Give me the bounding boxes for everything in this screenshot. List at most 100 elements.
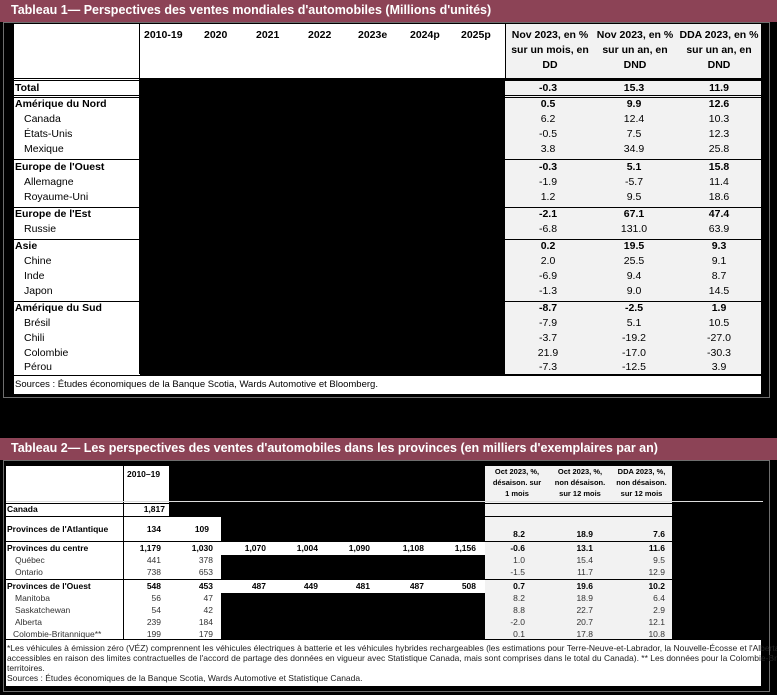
value: 378 bbox=[198, 555, 213, 565]
value: 20.7 bbox=[576, 617, 593, 627]
table1-title-bar: Tableau 1— Perspectives des ventes mondi… bbox=[0, 0, 777, 22]
value: 2.0 bbox=[540, 255, 556, 267]
row-label-atlantique: Provinces de l'Atlantique bbox=[7, 524, 109, 534]
value: 47.4 bbox=[708, 208, 730, 220]
value: -1.9 bbox=[538, 176, 558, 188]
value: 25.8 bbox=[708, 143, 730, 155]
value: 1.9 bbox=[711, 302, 727, 314]
value: 487 bbox=[251, 581, 266, 591]
group-label: Amérique du Nord bbox=[15, 98, 107, 110]
value: 56 bbox=[151, 593, 161, 603]
value: 12.6 bbox=[708, 98, 730, 110]
country-label: Royaume-Uni bbox=[24, 191, 89, 203]
divider bbox=[505, 97, 761, 98]
year-header: 2010–19 bbox=[127, 469, 161, 479]
value: 449 bbox=[303, 581, 318, 591]
table1-label-column bbox=[14, 24, 140, 394]
value: 1,070 bbox=[244, 543, 266, 553]
divider bbox=[485, 579, 672, 580]
value: 3.9 bbox=[711, 361, 727, 373]
value: 0.2 bbox=[540, 240, 556, 252]
value: 653 bbox=[198, 567, 213, 577]
year-header: 2010-19 bbox=[144, 29, 183, 41]
province-label: Saskatchewan bbox=[15, 605, 71, 615]
pct-header: Oct 2023, %, désaison. sur 1 mois bbox=[492, 467, 542, 498]
divider bbox=[14, 375, 761, 376]
value: 10.2 bbox=[648, 581, 665, 591]
value: 6.4 bbox=[653, 593, 665, 603]
value: -0.3 bbox=[538, 82, 558, 94]
value: 10.5 bbox=[708, 317, 730, 329]
value: 7.5 bbox=[626, 128, 642, 140]
value: 15.4 bbox=[576, 555, 593, 565]
value: 0.7 bbox=[513, 581, 525, 591]
table1-pct-body bbox=[505, 80, 761, 374]
value: -19.2 bbox=[622, 332, 646, 344]
divider bbox=[14, 97, 140, 98]
value: 6.2 bbox=[540, 113, 556, 125]
value: -3.7 bbox=[538, 332, 558, 344]
value: 11.9 bbox=[709, 82, 729, 94]
group-label: Europe de l'Est bbox=[15, 208, 92, 220]
value: -17.0 bbox=[622, 347, 646, 359]
year-header: 2023e bbox=[358, 29, 388, 41]
value: -30.3 bbox=[707, 347, 731, 359]
value: 8.8 bbox=[513, 605, 525, 615]
value: 11.7 bbox=[577, 567, 593, 577]
value: 1,156 bbox=[454, 543, 476, 553]
divider bbox=[14, 95, 140, 96]
country-label: Chili bbox=[24, 332, 45, 344]
divider bbox=[6, 501, 763, 502]
value: 239 bbox=[146, 617, 161, 627]
value: 179 bbox=[198, 629, 213, 639]
value: 42 bbox=[203, 605, 213, 615]
country-label: Colombie bbox=[24, 347, 69, 359]
country-label: Canada bbox=[24, 113, 61, 125]
value: 8.2 bbox=[513, 593, 525, 603]
divider bbox=[6, 503, 169, 504]
value: 5.1 bbox=[626, 161, 642, 173]
table1-source-row bbox=[14, 375, 761, 394]
table2-source: Sources : Études économiques de la Banqu… bbox=[7, 673, 363, 683]
value: 0.1 bbox=[513, 629, 525, 639]
value: 9.4 bbox=[626, 270, 642, 282]
pct-header: DDA 2023, en % sur un an, en DND bbox=[679, 29, 759, 71]
value: 17.8 bbox=[576, 629, 593, 639]
group-label: Provinces du centre bbox=[7, 543, 89, 553]
divider bbox=[6, 579, 221, 580]
value: 1,004 bbox=[296, 543, 318, 553]
province-label: Colombie-Britannique** bbox=[13, 629, 102, 639]
country-label: Japon bbox=[24, 285, 53, 297]
value: 8.7 bbox=[711, 270, 727, 282]
value: 9.0 bbox=[626, 285, 642, 297]
value: 34.9 bbox=[623, 143, 645, 155]
table1-pct-header bbox=[505, 24, 761, 79]
divider bbox=[14, 78, 761, 79]
footnote: *Les véhicules à émission zéro (VÉZ) com… bbox=[7, 643, 777, 653]
table2-centre-years bbox=[221, 542, 485, 555]
value: 12.3 bbox=[708, 128, 730, 140]
table2-title-bar: Tableau 2— Les perspectives des ventes d… bbox=[0, 438, 777, 460]
value: 508 bbox=[461, 581, 476, 591]
value: 9.5 bbox=[626, 191, 642, 203]
country-label: Mexique bbox=[24, 143, 64, 155]
value: 21.9 bbox=[537, 347, 559, 359]
value: 1,108 bbox=[402, 543, 424, 553]
divider bbox=[14, 207, 761, 208]
value: 7.6 bbox=[653, 529, 665, 539]
country-label: Pérou bbox=[24, 361, 53, 373]
table2-title: Tableau 2— Les perspectives des ventes d… bbox=[11, 441, 658, 455]
value: 15.3 bbox=[623, 82, 645, 94]
table2-2010-column bbox=[123, 466, 169, 639]
year-header: 2022 bbox=[308, 29, 332, 41]
country-label: Allemagne bbox=[24, 176, 74, 188]
group-label: Provinces de l'Ouest bbox=[7, 581, 91, 591]
group-label: Asie bbox=[15, 240, 38, 252]
table1-frame bbox=[3, 22, 770, 398]
value: 13.1 bbox=[576, 543, 593, 553]
row-label-total: Total bbox=[15, 82, 40, 94]
value: 18.9 bbox=[576, 593, 593, 603]
value: -6.9 bbox=[538, 270, 558, 282]
table2-frame bbox=[3, 460, 770, 692]
year-header: 2025p bbox=[461, 29, 491, 41]
